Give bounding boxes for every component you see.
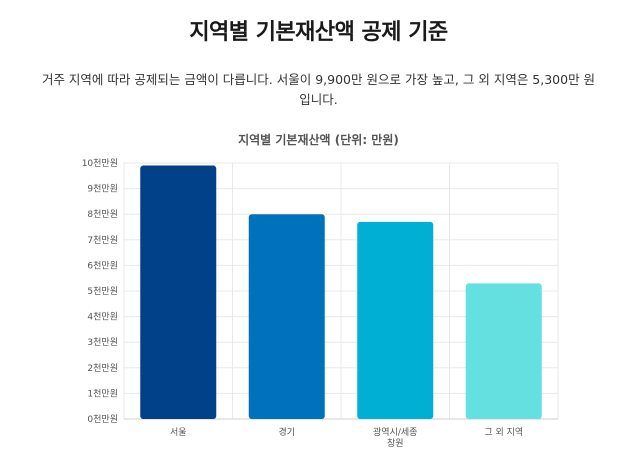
y-tick-label: 3천만원 [87,337,118,348]
y-tick-label: 5천만원 [87,286,118,297]
x-category-label: 광역시/세종 [373,426,417,438]
y-tick-label: 6천만원 [87,260,118,271]
x-category-label: 창원 [387,438,404,449]
x-category-label: 경기 [278,426,295,438]
page-description: 거주 지역에 따라 공제되는 금액이 다릅니다. 서울이 9,900만 원으로 … [41,72,596,107]
y-tick-label: 1천만원 [87,388,118,399]
x-category-label: 그 외 지역 [484,426,523,438]
y-tick-label: 8천만원 [87,209,118,220]
y-tick-label: 4천만원 [87,312,118,323]
y-tick-label: 7천만원 [87,235,118,246]
bar [357,221,434,419]
chart-title: 지역별 기본재산액 (단위: 만원) [238,133,399,147]
y-tick-label: 2천만원 [87,363,118,374]
x-category-label: 서울 [170,427,187,438]
y-tick-label: 9천만원 [87,184,118,195]
bar [465,283,542,419]
y-tick-label: 0천만원 [87,414,118,425]
y-tick-label: 10천만원 [82,158,118,169]
bar [140,165,217,419]
bar [248,214,325,419]
page-title: 지역별 기본재산액 공제 기준 [189,20,448,45]
